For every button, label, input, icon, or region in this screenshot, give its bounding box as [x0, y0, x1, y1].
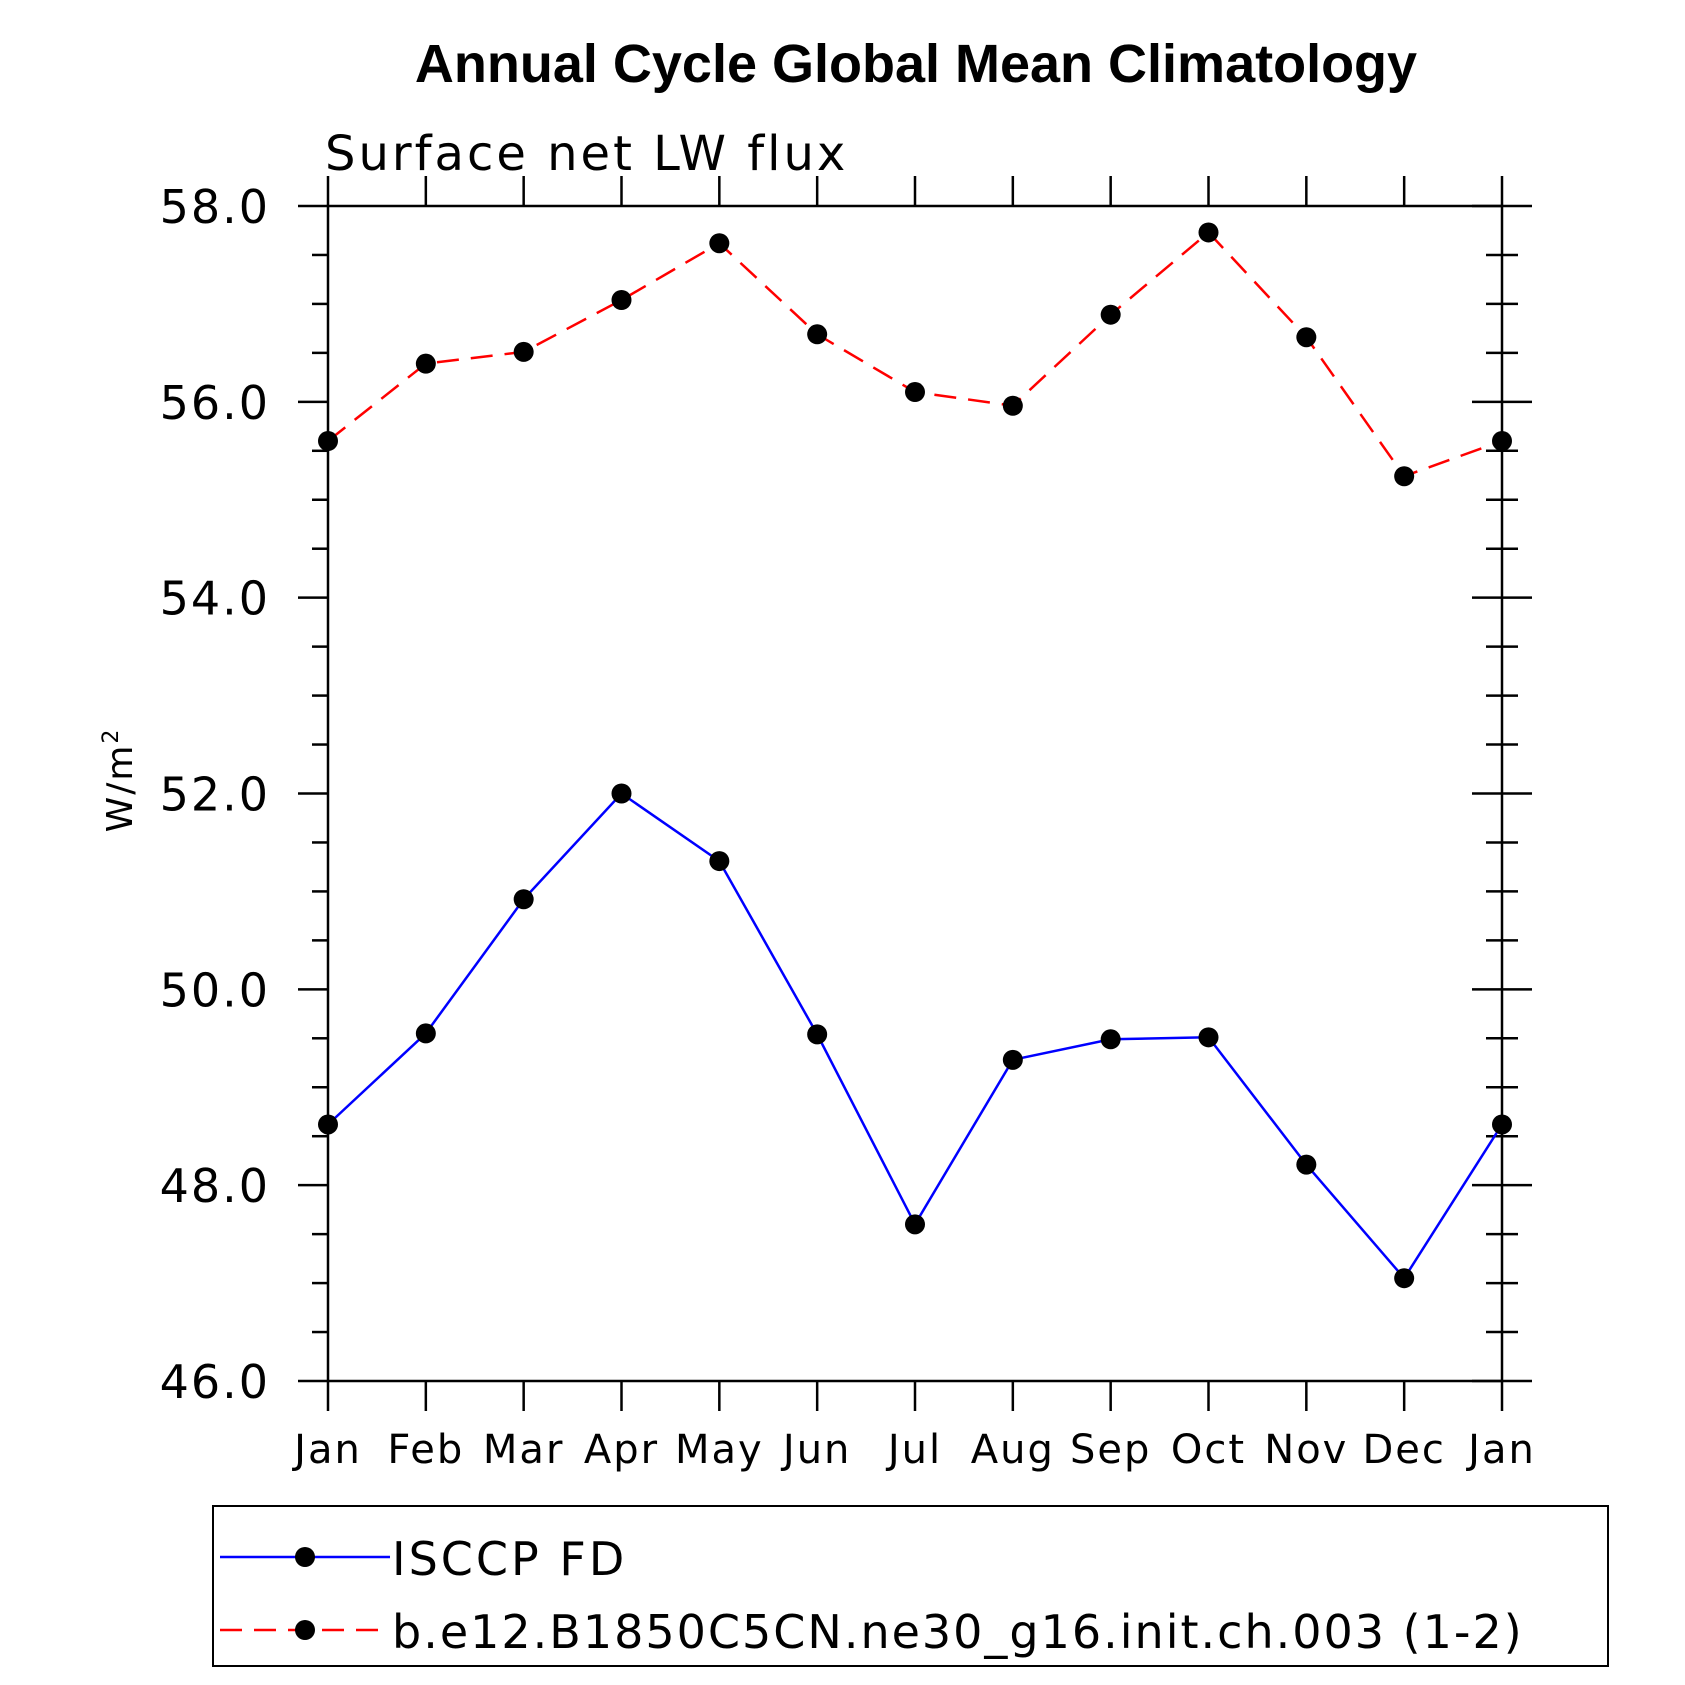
legend: ISCCP FD b.e12.B1850C5CN.ne30_g16.init.c…: [212, 1505, 1609, 1667]
series-0-point: [1394, 1268, 1415, 1289]
series-1-point: [1002, 395, 1023, 416]
series-line-1: [327, 230, 1503, 478]
series-0-point: [611, 783, 632, 804]
series-1-point: [1394, 466, 1415, 487]
y-tick-label: 54.0: [160, 572, 270, 626]
series-0-point: [1198, 1027, 1219, 1048]
y-tick-label: 56.0: [160, 376, 270, 430]
series-1-point: [513, 341, 534, 362]
legend-box: [212, 1505, 1609, 1667]
y-tick-label: 46.0: [160, 1355, 270, 1409]
x-tick-label: Jan: [291, 1427, 362, 1473]
y-axis-label-text: W/m: [100, 744, 141, 833]
series-line-0: [327, 791, 1504, 1281]
series-0-point: [1100, 1029, 1121, 1050]
x-tick-label: Dec: [1362, 1427, 1445, 1473]
series-1-point: [1198, 222, 1219, 243]
chart-title: Annual Cycle Global Mean Climatology: [415, 34, 1417, 94]
series-1-point: [1296, 327, 1317, 348]
series-0-point: [905, 1214, 925, 1235]
x-tick-label: Apr: [584, 1427, 659, 1473]
series-1-point: [415, 353, 436, 374]
series-1-point: [611, 290, 632, 310]
x-tick-label: Feb: [387, 1427, 464, 1473]
svg-text:W/m2: W/m2: [99, 728, 141, 833]
series-0-point: [1492, 1114, 1512, 1135]
series-1-point: [807, 324, 828, 345]
x-tick-label: Jan: [1465, 1427, 1536, 1473]
y-tick-label: 50.0: [160, 963, 270, 1017]
series-0-point: [1002, 1049, 1023, 1070]
legend-marker-isccp: [295, 1547, 315, 1567]
series-0-point: [415, 1023, 436, 1044]
x-tick-label: Aug: [971, 1427, 1055, 1473]
y-tick-label: 58.0: [160, 180, 270, 234]
legend-marker-model: [295, 1620, 315, 1640]
chart-subtitle: Surface net LW flux: [325, 126, 848, 182]
y-tick-label: 52.0: [160, 768, 270, 822]
x-tick-label: May: [675, 1427, 764, 1473]
y-axis-label: W/m2: [99, 728, 141, 833]
series-0-point: [318, 1114, 338, 1135]
series-1-point: [905, 382, 925, 403]
y-tick-label: 48.0: [160, 1159, 270, 1213]
series-0-point: [807, 1024, 828, 1045]
x-tick-label: Sep: [1070, 1427, 1151, 1473]
series-1-point: [709, 233, 730, 254]
x-tick-label: Nov: [1264, 1427, 1348, 1473]
legend-label-model: b.e12.B1850C5CN.ne30_g16.init.ch.003 (1-…: [392, 1605, 1524, 1659]
series-0-point: [1296, 1154, 1317, 1175]
series-1-point: [1492, 431, 1512, 451]
x-tick-label: Mar: [483, 1427, 564, 1473]
y-axis-label-superscript: 2: [99, 728, 124, 744]
series-0-point: [513, 889, 534, 910]
x-tick-label: Jun: [780, 1427, 852, 1473]
x-tick-label: Jul: [885, 1427, 942, 1473]
legend-label-isccp: ISCCP FD: [392, 1532, 627, 1586]
series-1-point: [318, 431, 338, 451]
series-0-point: [709, 851, 730, 872]
x-tick-label: Oct: [1171, 1427, 1246, 1473]
series-1-point: [1100, 304, 1121, 325]
